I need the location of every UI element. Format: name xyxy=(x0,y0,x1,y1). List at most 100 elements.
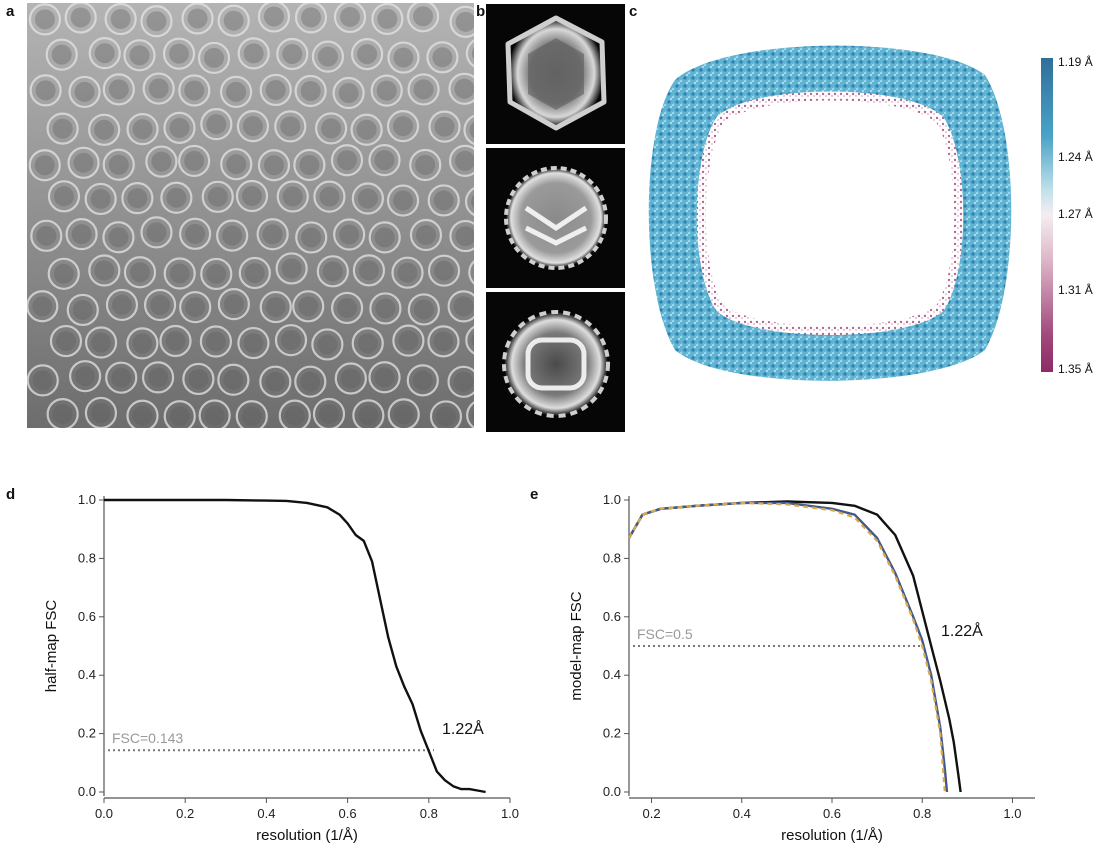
micrograph-particle xyxy=(163,111,196,144)
micrograph-particle-core xyxy=(204,405,225,426)
micrograph-particle-core xyxy=(146,222,167,243)
micrograph-particle-core xyxy=(53,263,74,284)
micrograph-particle xyxy=(88,254,121,287)
micrograph-particle xyxy=(197,41,231,75)
y-tick-label: 0.2 xyxy=(78,726,96,741)
y-axis-label: model-map FSC xyxy=(568,591,585,700)
micrograph-particle-core xyxy=(51,44,72,65)
micrograph-particle-core xyxy=(169,43,190,64)
colorbar-label: 1.19 Å xyxy=(1058,55,1093,69)
micrograph-particle-core xyxy=(265,371,286,392)
micrograph-particle-core xyxy=(91,332,112,353)
micrograph-particle-core xyxy=(338,83,359,104)
micrograph-particle xyxy=(334,362,367,395)
micrograph-particle xyxy=(46,398,79,428)
micrograph-particle xyxy=(200,257,233,291)
micrograph-particle-core xyxy=(90,188,111,209)
x-tick-label: 0.2 xyxy=(643,806,661,821)
micrograph-particle xyxy=(312,397,346,428)
micrograph-particle xyxy=(140,5,173,38)
micrograph-particle xyxy=(236,110,270,143)
class-average-3 xyxy=(486,292,625,432)
micrograph-particle xyxy=(386,184,420,217)
micrograph-particle xyxy=(352,399,385,428)
micrograph-particle xyxy=(350,113,383,146)
micrograph-particle xyxy=(217,363,250,396)
micrograph-particle-core xyxy=(393,47,414,68)
micrograph-particle xyxy=(182,362,215,396)
micrograph-particle xyxy=(126,327,159,360)
series-line-1 xyxy=(104,498,486,794)
micrograph-particle xyxy=(237,37,270,70)
micrograph-particle-core xyxy=(70,7,91,28)
micrograph-particle-core xyxy=(223,369,244,390)
micrograph-particle xyxy=(294,74,327,108)
micrograph-particle-core xyxy=(435,406,456,427)
micrograph-particle xyxy=(235,400,268,428)
x-tick-label: 0.8 xyxy=(913,806,931,821)
micrograph-particle-core xyxy=(415,224,436,245)
micrograph-particle xyxy=(332,76,365,110)
micrograph-particle xyxy=(387,41,420,74)
micrograph-particle-core xyxy=(53,186,74,207)
series-line-3 xyxy=(628,501,946,793)
micrograph-particle xyxy=(45,38,78,71)
micrograph-particle-core xyxy=(317,334,338,355)
micrograph-particle xyxy=(407,293,440,326)
micrograph-particle-core xyxy=(280,330,301,351)
micrograph-particle xyxy=(105,288,139,322)
y-tick-label: 0.6 xyxy=(78,609,96,624)
micrograph-particle-core xyxy=(413,6,434,27)
micrograph-particle xyxy=(105,361,138,394)
micrograph-particle xyxy=(88,37,121,70)
micrograph-particle xyxy=(123,39,156,72)
micrograph-particle-core xyxy=(374,150,395,171)
micrograph-particle-core xyxy=(184,80,205,101)
resolution-annotation: 1.22Å xyxy=(442,719,484,738)
micrograph-particle xyxy=(66,293,99,327)
panel-label-b: b xyxy=(476,3,486,20)
micrograph-particle xyxy=(466,401,474,428)
micrograph-particle xyxy=(427,325,460,358)
micrograph-particle-core xyxy=(204,47,225,68)
micrograph-particle-core xyxy=(374,367,395,388)
micrograph-particle xyxy=(69,360,102,393)
micrograph-particle xyxy=(351,182,384,215)
micrograph-particle xyxy=(67,146,100,179)
micrograph-particle-core xyxy=(319,404,340,425)
micrograph-particle xyxy=(448,72,474,105)
micrograph-particle-core xyxy=(398,330,419,351)
micrograph-particle-core xyxy=(300,371,321,392)
x-tick-label: 0.2 xyxy=(176,806,194,821)
micrograph-particle xyxy=(27,364,59,397)
micrograph-particle-core xyxy=(301,227,322,248)
micrograph-particle-core xyxy=(108,79,129,100)
micrograph-particle xyxy=(259,73,292,107)
micrograph-particle-core xyxy=(188,368,209,389)
micrograph-particle-core xyxy=(455,226,474,247)
micrograph-particle xyxy=(370,74,403,107)
x-tick-label: 1.0 xyxy=(501,806,519,821)
micrograph-particle xyxy=(409,218,443,252)
micrograph-particle-core xyxy=(263,155,284,176)
micrograph-particle-core xyxy=(75,366,96,387)
micrograph-particle xyxy=(257,3,291,33)
micrograph-particle xyxy=(369,292,402,325)
micrograph-particle-core xyxy=(223,10,244,31)
micrograph-particle-core xyxy=(471,333,474,347)
micrograph-particle-core xyxy=(207,186,228,207)
micrograph-particle xyxy=(368,361,401,394)
micrograph-particle-core xyxy=(337,297,358,318)
micrograph-particle xyxy=(47,257,80,290)
micrograph-particle-core xyxy=(34,155,55,176)
micrograph-particle-core xyxy=(322,261,343,282)
micrograph-particle xyxy=(162,37,196,70)
micrograph-particle xyxy=(84,326,118,359)
micrograph-particle-core xyxy=(454,78,474,99)
micrograph-particle xyxy=(159,324,192,358)
micrograph-particle xyxy=(256,218,289,251)
y-tick-label: 0.4 xyxy=(603,667,621,682)
micrograph-particle xyxy=(449,5,474,38)
micrograph-particle xyxy=(238,256,271,290)
micrograph-particle xyxy=(143,288,177,322)
